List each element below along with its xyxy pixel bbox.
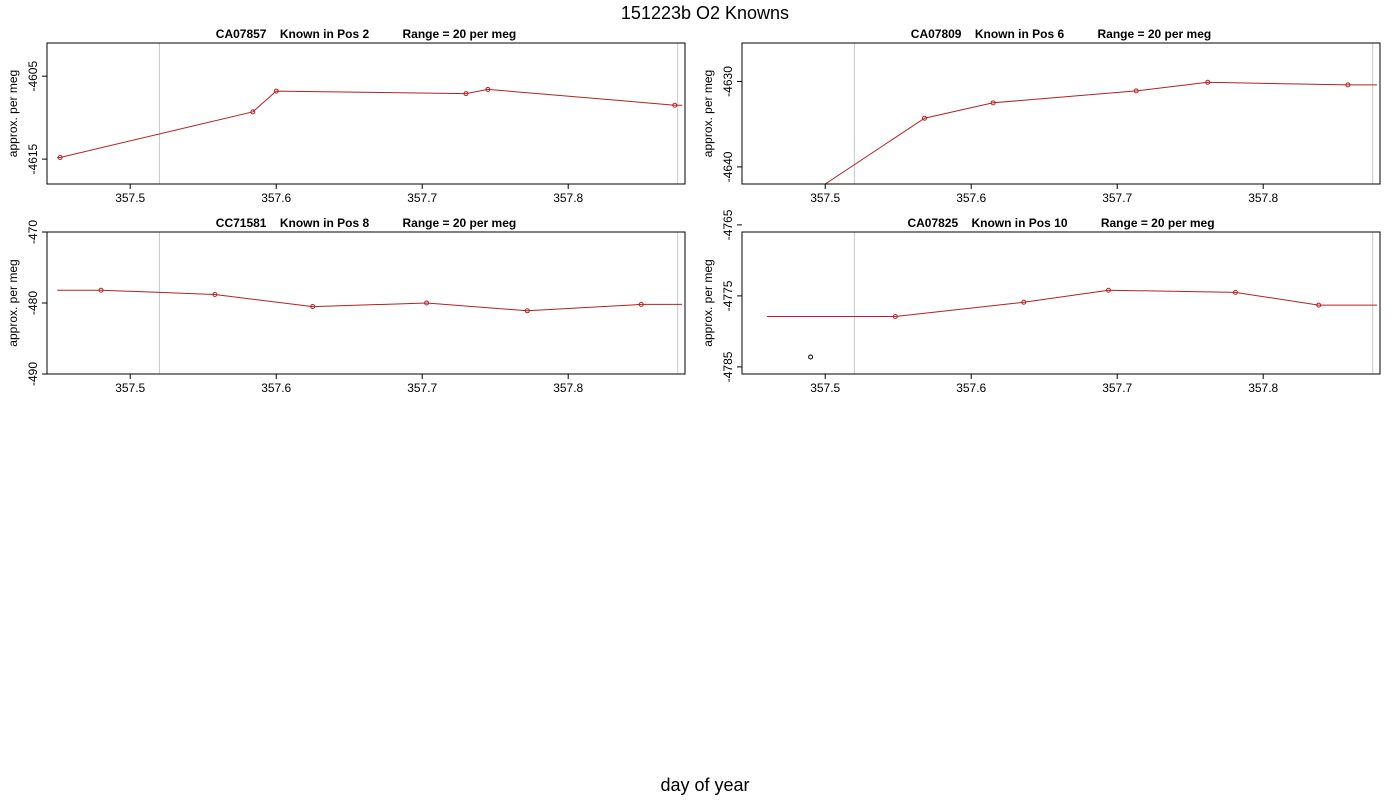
data-point — [463, 91, 469, 97]
x-tick-label: 357.8 — [553, 191, 583, 205]
y-tick-label: -4615 — [26, 143, 40, 174]
data-point — [1105, 287, 1111, 293]
data-point — [524, 308, 530, 314]
data-point — [638, 301, 644, 307]
data-point — [1232, 289, 1238, 295]
y-axis-label: approx. per meg — [701, 259, 715, 346]
x-tick-label: 357.7 — [1102, 191, 1132, 205]
data-point — [892, 313, 898, 319]
chart-panel-2: CA07809 Known in Pos 6 Range = 20 per me… — [701, 27, 1381, 205]
data-point — [250, 109, 256, 115]
y-tick-label: -490 — [26, 362, 40, 386]
chart-panel-3: CC71581 Known in Pos 8 Range = 20 per me… — [6, 216, 686, 395]
plot-area — [57, 86, 683, 160]
x-tick-label: 357.5 — [810, 381, 840, 395]
chart-panel-1: CA07857 Known in Pos 2 Range = 20 per me… — [6, 27, 686, 205]
y-tick-label: -4630 — [721, 66, 735, 97]
figure-title: 151223b O2 Knowns — [621, 3, 789, 23]
data-point — [273, 88, 279, 94]
y-axis-label: approx. per meg — [6, 70, 20, 157]
plot-area — [766, 287, 1378, 360]
data-point — [424, 300, 430, 306]
series-line-1 — [57, 88, 683, 158]
x-tick-label: 357.5 — [115, 381, 145, 395]
y-tick-label: -4765 — [721, 209, 735, 240]
x-tick-label: 357.6 — [956, 381, 986, 395]
data-point — [990, 100, 996, 106]
data-point — [57, 154, 63, 160]
series-line-1 — [766, 289, 1378, 317]
x-tick-label: 357.8 — [553, 381, 583, 395]
y-tick-label: -4785 — [721, 351, 735, 382]
outlier-point — [808, 354, 814, 360]
data-point — [310, 304, 316, 310]
data-point — [212, 291, 218, 297]
y-tick-label: -470 — [26, 220, 40, 244]
x-tick-label: 357.7 — [407, 191, 437, 205]
panel-title: CA07857 Known in Pos 2 Range = 20 per me… — [216, 27, 516, 41]
data-point — [1205, 79, 1211, 85]
x-axis-title: day of year — [660, 775, 749, 795]
data-point — [485, 86, 491, 92]
plot-frame — [741, 42, 1381, 185]
x-tick-label: 357.5 — [115, 191, 145, 205]
x-tick-label: 357.6 — [261, 191, 291, 205]
panel-title: CA07809 Known in Pos 6 Range = 20 per me… — [911, 27, 1211, 41]
y-axis-label: approx. per meg — [701, 70, 715, 157]
y-tick-label: -4775 — [721, 280, 735, 311]
x-tick-label: 357.7 — [1102, 381, 1132, 395]
panels-container: CA07857 Known in Pos 2 Range = 20 per me… — [6, 27, 1381, 395]
data-point — [1021, 299, 1027, 305]
data-point — [98, 287, 104, 293]
y-tick-label: -4640 — [721, 151, 735, 182]
data-point — [1345, 82, 1351, 88]
y-tick-label: -480 — [26, 291, 40, 315]
plot-area — [824, 79, 1378, 184]
plot-frame — [741, 231, 1381, 375]
chart-panel-4: CA07825 Known in Pos 10 Range = 20 per m… — [701, 209, 1381, 395]
series-line-1 — [824, 81, 1378, 184]
x-tick-label: 357.5 — [810, 191, 840, 205]
y-axis-label: approx. per meg — [6, 259, 20, 346]
x-tick-label: 357.6 — [261, 381, 291, 395]
data-point — [672, 102, 678, 108]
series-line-1 — [57, 289, 683, 312]
x-tick-label: 357.6 — [956, 191, 986, 205]
data-point — [1133, 88, 1139, 94]
panel-title: CC71581 Known in Pos 8 Range = 20 per me… — [216, 216, 516, 230]
data-point — [921, 115, 927, 121]
plot-frame — [46, 42, 686, 185]
x-tick-label: 357.8 — [1248, 191, 1278, 205]
y-tick-label: -4605 — [26, 61, 40, 92]
data-point — [1316, 302, 1322, 308]
x-tick-label: 357.8 — [1248, 381, 1278, 395]
panel-title: CA07825 Known in Pos 10 Range = 20 per m… — [907, 216, 1214, 230]
plot-area — [57, 287, 683, 314]
x-tick-label: 357.7 — [407, 381, 437, 395]
